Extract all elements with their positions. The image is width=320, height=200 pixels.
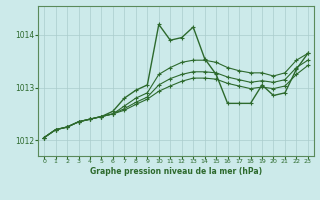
- X-axis label: Graphe pression niveau de la mer (hPa): Graphe pression niveau de la mer (hPa): [90, 167, 262, 176]
